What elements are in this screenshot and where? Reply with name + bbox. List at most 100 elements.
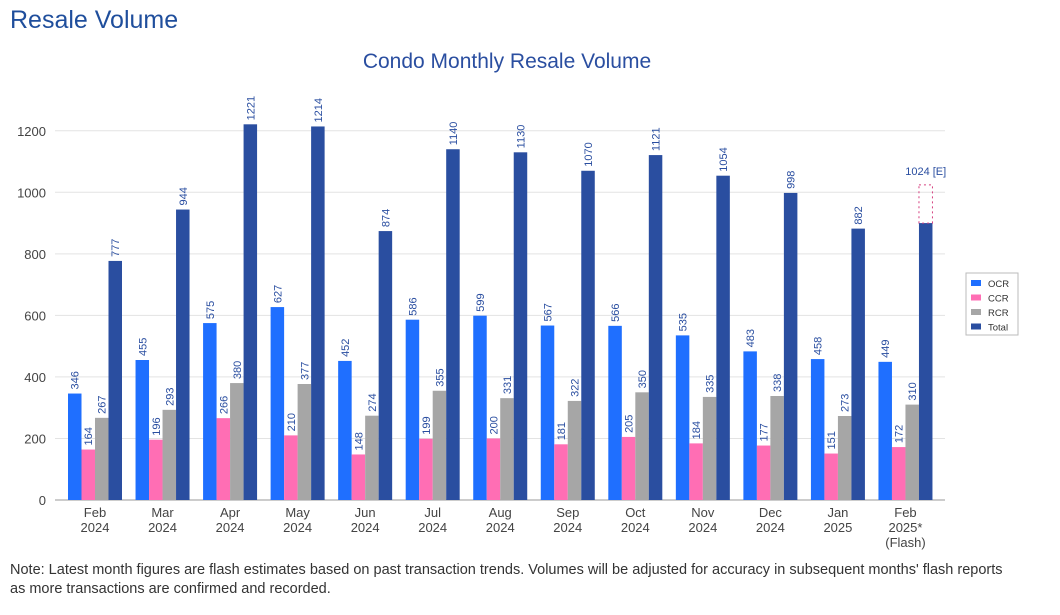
data-label: 458 [813, 337, 825, 355]
bar-ccr [486, 438, 501, 500]
bar-total [108, 260, 122, 500]
data-label: 196 [151, 417, 163, 435]
data-label: 455 [137, 338, 149, 356]
data-label: 1054 [718, 147, 730, 171]
legend-swatch-total [971, 323, 981, 330]
x-tick-label: 2024 [756, 520, 785, 535]
bar-total [918, 223, 933, 501]
data-label: 575 [205, 301, 217, 319]
data-label: 355 [434, 368, 446, 386]
data-label: 377 [299, 362, 311, 380]
x-tick-label: 2024 [148, 520, 177, 535]
data-label: 777 [110, 239, 122, 257]
data-label: 148 [353, 432, 365, 450]
data-label: 1221 [245, 96, 257, 120]
bar-ocr [135, 360, 150, 500]
y-tick-label: 0 [39, 493, 46, 508]
data-label: 535 [678, 313, 690, 331]
data-label: 1214 [313, 98, 325, 122]
x-tick-label: 2024 [418, 520, 447, 535]
y-tick-label: 200 [24, 431, 46, 446]
bar-ocr [405, 319, 420, 500]
x-tick-label: Jan [827, 505, 848, 520]
data-label: 1130 [515, 125, 527, 149]
bar-ocr [270, 307, 285, 500]
bar-rcr [702, 396, 717, 500]
bar-total [176, 209, 190, 501]
x-tick-label: Nov [691, 505, 715, 520]
bar-rcr [905, 404, 919, 500]
x-tick-label: Feb [894, 505, 916, 520]
x-tick-label: 2024 [486, 520, 515, 535]
bar-total [513, 152, 528, 501]
bar-ccr [554, 444, 568, 500]
bar-ccr [81, 449, 95, 500]
x-tick-label: 2024 [351, 520, 380, 535]
data-label: 874 [380, 209, 392, 227]
data-label: 483 [745, 329, 757, 347]
y-tick-label: 600 [24, 308, 46, 323]
bar-ccr [351, 454, 366, 500]
x-tick-label: Mar [151, 505, 174, 520]
bar-total [851, 228, 865, 500]
data-label: 1140 [448, 122, 460, 146]
bar-total [446, 149, 460, 500]
bar-ccr [824, 453, 838, 500]
bar-ocr [878, 361, 892, 500]
footnote: Note: Latest month figures are flash est… [10, 562, 1003, 597]
data-label: 599 [475, 293, 487, 311]
data-label: 274 [367, 393, 379, 411]
data-label: 566 [610, 303, 622, 321]
data-label: 205 [624, 415, 636, 433]
bar-ccr [284, 435, 298, 500]
data-label: 273 [840, 394, 852, 412]
bar-ccr [149, 439, 163, 500]
y-tick-label: 1000 [17, 185, 46, 200]
x-tick-label: (Flash) [885, 535, 925, 550]
data-label: 1070 [583, 142, 595, 166]
bar-ccr [891, 447, 906, 500]
data-label: 266 [218, 396, 230, 414]
bar-total [311, 126, 325, 500]
bar-ocr [743, 351, 757, 500]
x-tick-label: Aug [489, 505, 512, 520]
bar-rcr [432, 390, 447, 500]
data-label: 172 [894, 425, 906, 443]
data-label: 627 [272, 285, 284, 303]
legend-swatch-rcr [971, 309, 981, 315]
page-title: Resale Volume [10, 6, 179, 34]
legend-label-ccr: CCR [988, 294, 1009, 305]
data-label: 882 [853, 206, 865, 224]
bar-total [648, 155, 663, 501]
bar-ccr [689, 443, 703, 500]
bar-ccr [216, 418, 231, 500]
x-tick-label: 2024 [688, 520, 717, 535]
data-label: 338 [772, 374, 784, 392]
bar-total [243, 124, 258, 501]
x-tick-label: 2025* [888, 520, 922, 535]
bar-ocr [608, 325, 622, 500]
bar-ccr [756, 445, 771, 500]
legend-label-rcr: RCR [988, 308, 1009, 319]
data-label: 350 [637, 370, 649, 388]
x-tick-label: Sep [556, 505, 579, 520]
x-tick-label: Dec [759, 505, 783, 520]
data-label: 267 [97, 395, 109, 413]
data-label: 181 [556, 422, 568, 440]
legend-swatch-ccr [971, 294, 981, 301]
y-tick-label: 800 [24, 247, 46, 262]
bar-total [783, 192, 798, 500]
bar-ccr [419, 438, 433, 500]
x-tick-label: May [285, 505, 310, 520]
legend-label-ocr: OCR [988, 279, 1009, 290]
y-tick-label: 400 [24, 370, 46, 385]
data-label: 452 [340, 339, 352, 357]
bar-rcr [297, 384, 312, 500]
data-label: 200 [488, 416, 500, 434]
data-label: 449 [880, 339, 892, 357]
data-label: 164 [83, 427, 95, 445]
y-tick-label: 1200 [17, 124, 46, 139]
bar-ocr [68, 393, 82, 500]
data-label: 586 [407, 297, 419, 315]
bar-ocr [540, 325, 555, 500]
